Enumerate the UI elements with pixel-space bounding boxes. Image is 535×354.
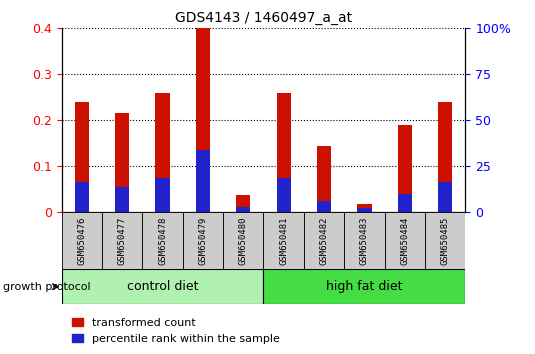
Text: GSM650478: GSM650478 [158, 217, 167, 265]
FancyBboxPatch shape [263, 212, 304, 269]
Bar [236, 195, 250, 212]
FancyBboxPatch shape [142, 212, 182, 269]
Bar [196, 28, 210, 212]
Legend: transformed count, percentile rank within the sample: transformed count, percentile rank withi… [67, 314, 284, 348]
Text: high fat diet: high fat diet [326, 280, 403, 293]
Text: GSM650483: GSM650483 [360, 217, 369, 265]
FancyBboxPatch shape [102, 212, 142, 269]
FancyBboxPatch shape [385, 212, 425, 269]
FancyBboxPatch shape [182, 212, 223, 269]
Bar [438, 183, 452, 212]
Bar [357, 204, 371, 212]
Text: growth protocol: growth protocol [3, 282, 90, 292]
Bar [277, 93, 291, 212]
FancyBboxPatch shape [304, 212, 345, 269]
FancyBboxPatch shape [62, 212, 102, 269]
Text: GSM650476: GSM650476 [77, 217, 86, 265]
Bar [75, 102, 89, 212]
Text: GSM650479: GSM650479 [198, 217, 208, 265]
Bar [196, 150, 210, 212]
Title: GDS4143 / 1460497_a_at: GDS4143 / 1460497_a_at [175, 11, 352, 24]
Bar [398, 194, 412, 212]
Text: GSM650481: GSM650481 [279, 217, 288, 265]
Bar [75, 183, 89, 212]
Bar [357, 208, 371, 212]
Bar [317, 146, 331, 212]
Text: GSM650477: GSM650477 [118, 217, 127, 265]
Text: GSM650484: GSM650484 [400, 217, 409, 265]
Bar [156, 93, 170, 212]
Text: GSM650485: GSM650485 [441, 217, 450, 265]
FancyBboxPatch shape [263, 269, 465, 304]
Bar [398, 125, 412, 212]
Text: GSM650480: GSM650480 [239, 217, 248, 265]
Bar [277, 178, 291, 212]
Text: control diet: control diet [127, 280, 198, 293]
Bar [115, 187, 129, 212]
Bar [317, 201, 331, 212]
Bar [156, 178, 170, 212]
FancyBboxPatch shape [62, 269, 263, 304]
Bar [236, 207, 250, 212]
FancyBboxPatch shape [345, 212, 385, 269]
FancyBboxPatch shape [223, 212, 263, 269]
Bar [438, 102, 452, 212]
Text: GSM650482: GSM650482 [319, 217, 328, 265]
FancyBboxPatch shape [425, 212, 465, 269]
Bar [115, 114, 129, 212]
